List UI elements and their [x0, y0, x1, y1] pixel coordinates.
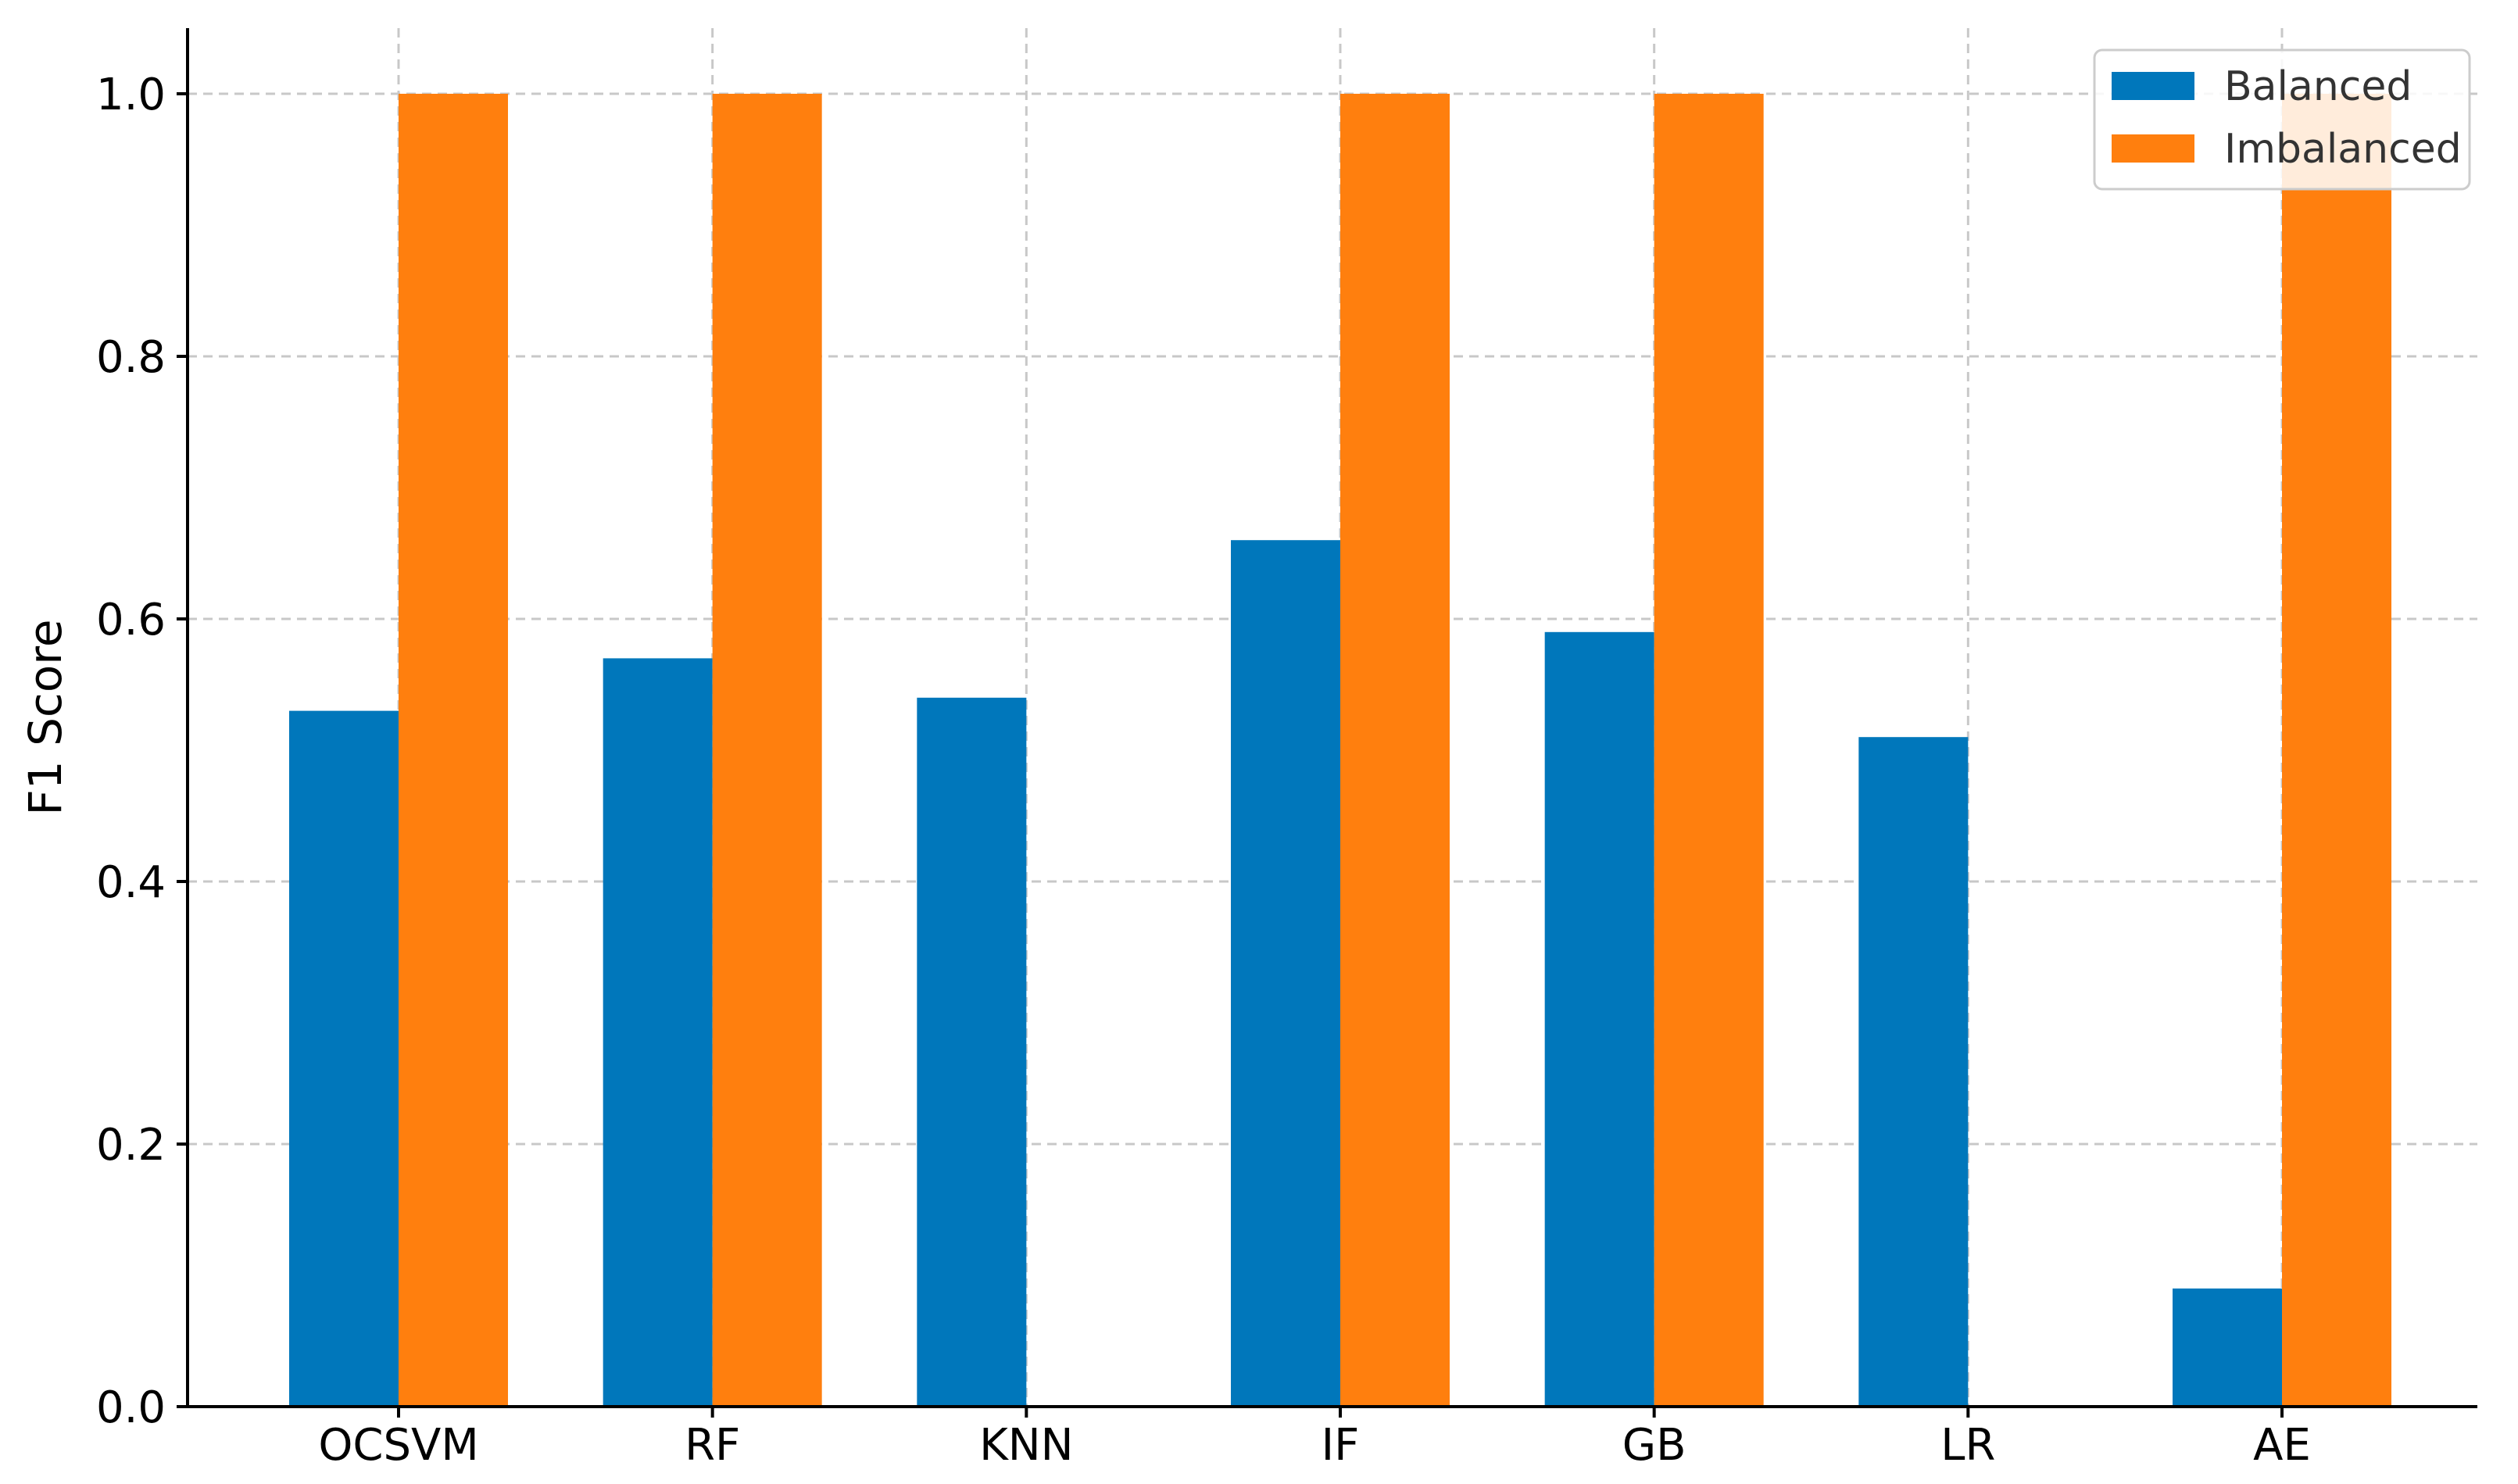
y-tick-label: 0.2 [96, 1120, 166, 1171]
bar-balanced-ae [2173, 1288, 2282, 1407]
x-tick-label-lr: LR [1940, 1420, 1995, 1471]
y-tick-label: 0.8 [96, 332, 166, 383]
legend-label-balanced: Balanced [2224, 63, 2412, 110]
y-tick-label: 0.4 [96, 857, 166, 908]
bar-balanced-rf [603, 658, 713, 1407]
y-axis-title: F1 Score [19, 619, 72, 815]
axes: 0.0 0.2 0.4 0.6 0.8 1.0 OCSVM RF KNN IF GB LR AE F1 S… [19, 28, 2477, 1471]
bar-balanced-if [1231, 540, 1340, 1407]
bar-imbalanced-rf [712, 94, 822, 1407]
bar-balanced-knn [917, 697, 1027, 1407]
legend-swatch-balanced [2112, 72, 2194, 100]
y-tick-label: 1.0 [96, 70, 166, 120]
bar-imbalanced-if [1340, 94, 1450, 1407]
bar-balanced-ocsvm [289, 710, 399, 1407]
bar-imbalanced-gb [1654, 94, 1764, 1407]
legend-label-imbalanced: Imbalanced [2224, 126, 2462, 173]
y-tick-label: 0.6 [96, 595, 166, 645]
legend-swatch-imbalanced [2112, 134, 2194, 163]
bar-balanced-lr [1858, 737, 1969, 1407]
x-tick-label-ocsvm: OCSVM [318, 1420, 478, 1471]
bar-imbalanced-ocsvm [399, 94, 508, 1407]
x-tick-label-if: IF [1322, 1420, 1360, 1471]
bar-balanced-gb [1544, 631, 1654, 1407]
x-tick-label-rf: RF [685, 1420, 740, 1471]
x-tick-label-ae: AE [2253, 1420, 2311, 1471]
x-tick-label-knn: KNN [979, 1420, 1074, 1471]
x-tick-label-gb: GB [1622, 1420, 1686, 1471]
legend: Balanced Imbalanced [2093, 48, 2471, 191]
bar-imbalanced-ae [2282, 94, 2391, 1407]
bars [289, 94, 2391, 1407]
y-tick-label: 0.0 [96, 1382, 166, 1433]
